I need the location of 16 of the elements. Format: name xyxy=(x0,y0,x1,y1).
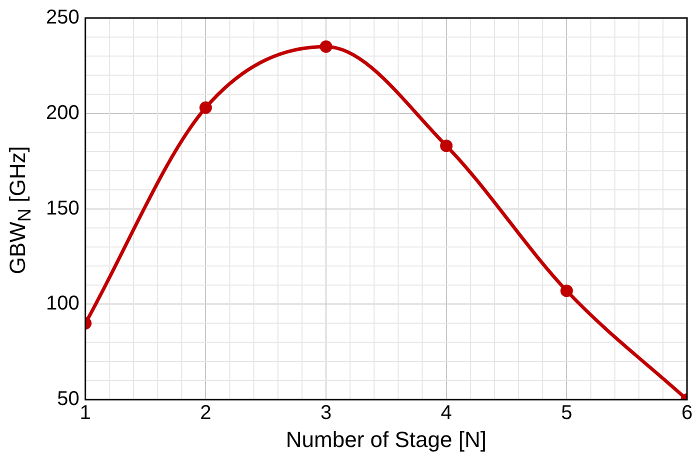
x-tick-label: 4 xyxy=(440,402,452,424)
x-tick-label: 5 xyxy=(561,402,572,424)
y-tick-label: 150 xyxy=(46,197,80,220)
point xyxy=(440,140,453,152)
x-tick-label: 3 xyxy=(320,402,332,424)
x-tick-label: 2 xyxy=(200,402,212,424)
x-axis-title: Number of Stage [N] xyxy=(286,426,486,452)
point xyxy=(199,101,212,114)
x-tick-label: 6 xyxy=(681,402,693,424)
point xyxy=(560,284,573,298)
y-tick-label: 250 xyxy=(46,6,80,29)
point xyxy=(320,40,332,53)
x-tick-label: 1 xyxy=(80,402,91,424)
y-tick-label: 100 xyxy=(46,292,80,315)
y-tick-label: 50 xyxy=(57,388,80,410)
y-tick-label: 200 xyxy=(46,102,80,124)
